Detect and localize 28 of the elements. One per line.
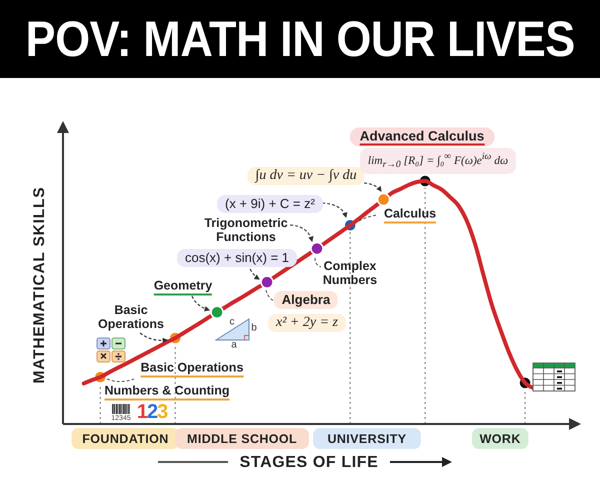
annotation: x² + 2y = z (268, 314, 346, 332)
annotation: Algebra (274, 291, 338, 309)
annotation: Geometry (154, 278, 212, 296)
y-axis-title: MATHEMATICAL SKILLS (31, 186, 48, 384)
annotation: Complex Numbers (322, 259, 378, 287)
annotation: Trigonometric Functions (203, 216, 289, 244)
point (210, 305, 224, 319)
chart-title: POV: MATH IN OUR LIVES (25, 10, 575, 68)
annotation: Basic Operations (140, 360, 244, 378)
text: lim$_{r→0}$ [R₀] = ∫₀$^{∞}$ F(ω)e$^{iω}$ dω (360, 148, 516, 174)
annotation: Basic Operations (97, 303, 165, 331)
point (260, 275, 274, 289)
annotation: b (251, 322, 257, 334)
annotation: a (231, 340, 237, 350)
x-tick-label: UNIVERSITY (327, 432, 407, 446)
x-tick-label: WORK (480, 432, 521, 446)
annotation: ∫u dv = uv − ∫v du (247, 167, 365, 185)
x-axis-title: STAGES OF LIFE (240, 454, 378, 471)
annotation: 123 (136, 401, 168, 423)
annotation: (x + 9i) + C = z² (217, 195, 323, 213)
point (310, 242, 324, 256)
x-tick-label: MIDDLE SCHOOL (187, 432, 298, 446)
text: Advanced Calculus (360, 128, 484, 146)
x-tick-label: FOUNDATION (82, 432, 169, 446)
annotation: Numbers & Counting (104, 384, 230, 400)
annotation: Calculus (384, 206, 436, 224)
annotation: cos(x) + sin(x) = 1 (176, 249, 298, 267)
annotation: c (230, 316, 234, 328)
